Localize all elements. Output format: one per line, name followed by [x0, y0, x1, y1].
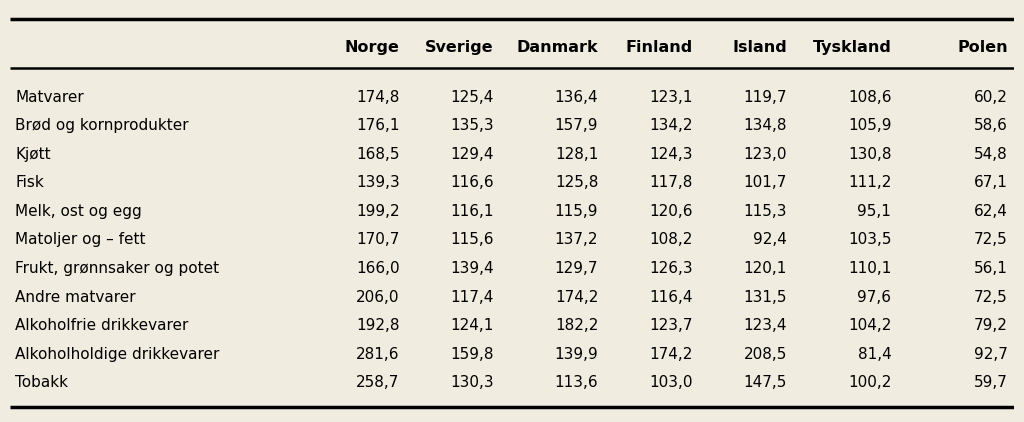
Text: Danmark: Danmark	[517, 40, 598, 55]
Text: Matoljer og – fett: Matoljer og – fett	[15, 233, 145, 247]
Text: Kjøtt: Kjøtt	[15, 147, 51, 162]
Text: 182,2: 182,2	[555, 318, 598, 333]
Text: 199,2: 199,2	[356, 204, 399, 219]
Text: 208,5: 208,5	[743, 346, 787, 362]
Text: 130,3: 130,3	[451, 375, 494, 390]
Text: 170,7: 170,7	[356, 233, 399, 247]
Text: 137,2: 137,2	[555, 233, 598, 247]
Text: 120,6: 120,6	[649, 204, 692, 219]
Text: 123,4: 123,4	[743, 318, 787, 333]
Text: 117,4: 117,4	[451, 289, 494, 305]
Text: Melk, ost og egg: Melk, ost og egg	[15, 204, 142, 219]
Text: 192,8: 192,8	[356, 318, 399, 333]
Text: 92,7: 92,7	[974, 346, 1008, 362]
Text: 56,1: 56,1	[974, 261, 1008, 276]
Text: 281,6: 281,6	[356, 346, 399, 362]
Text: 103,5: 103,5	[848, 233, 891, 247]
Text: Finland: Finland	[626, 40, 692, 55]
Text: 176,1: 176,1	[356, 118, 399, 133]
Text: 117,8: 117,8	[649, 176, 692, 190]
Text: 166,0: 166,0	[356, 261, 399, 276]
Text: 67,1: 67,1	[974, 176, 1008, 190]
Text: 147,5: 147,5	[743, 375, 787, 390]
Text: Frukt, grønnsaker og potet: Frukt, grønnsaker og potet	[15, 261, 219, 276]
Text: 119,7: 119,7	[743, 90, 787, 105]
Text: 135,3: 135,3	[451, 118, 494, 133]
Text: 159,8: 159,8	[451, 346, 494, 362]
Text: 72,5: 72,5	[974, 233, 1008, 247]
Text: 123,1: 123,1	[649, 90, 692, 105]
Text: 60,2: 60,2	[974, 90, 1008, 105]
Text: 101,7: 101,7	[743, 176, 787, 190]
Text: 108,2: 108,2	[649, 233, 692, 247]
Text: 134,8: 134,8	[743, 118, 787, 133]
Text: 116,4: 116,4	[649, 289, 692, 305]
Text: 174,2: 174,2	[649, 346, 692, 362]
Text: 95,1: 95,1	[857, 204, 891, 219]
Text: 126,3: 126,3	[649, 261, 692, 276]
Text: 92,4: 92,4	[753, 233, 787, 247]
Text: 115,6: 115,6	[451, 233, 494, 247]
Text: 100,2: 100,2	[848, 375, 891, 390]
Text: 115,9: 115,9	[555, 204, 598, 219]
Text: 103,0: 103,0	[649, 375, 692, 390]
Text: 58,6: 58,6	[974, 118, 1008, 133]
Text: 120,1: 120,1	[743, 261, 787, 276]
Text: 97,6: 97,6	[857, 289, 891, 305]
Text: Norge: Norge	[345, 40, 399, 55]
Text: Andre matvarer: Andre matvarer	[15, 289, 136, 305]
Text: Tobakk: Tobakk	[15, 375, 69, 390]
Text: 111,2: 111,2	[848, 176, 891, 190]
Text: Polen: Polen	[957, 40, 1008, 55]
Text: 124,1: 124,1	[451, 318, 494, 333]
Text: Sverige: Sverige	[425, 40, 494, 55]
Text: 124,3: 124,3	[649, 147, 692, 162]
Text: Matvarer: Matvarer	[15, 90, 84, 105]
Text: Fisk: Fisk	[15, 176, 44, 190]
Text: Alkoholholdige drikkevarer: Alkoholholdige drikkevarer	[15, 346, 219, 362]
Text: 129,4: 129,4	[451, 147, 494, 162]
Text: 157,9: 157,9	[555, 118, 598, 133]
Text: 123,7: 123,7	[649, 318, 692, 333]
Text: 174,2: 174,2	[555, 289, 598, 305]
Text: Island: Island	[732, 40, 787, 55]
Text: Alkoholfrie drikkevarer: Alkoholfrie drikkevarer	[15, 318, 188, 333]
Text: 104,2: 104,2	[848, 318, 891, 333]
Text: 115,3: 115,3	[743, 204, 787, 219]
Text: 129,7: 129,7	[555, 261, 598, 276]
Text: 116,6: 116,6	[451, 176, 494, 190]
Text: 258,7: 258,7	[356, 375, 399, 390]
Text: 59,7: 59,7	[974, 375, 1008, 390]
Text: 130,8: 130,8	[848, 147, 891, 162]
Text: 168,5: 168,5	[356, 147, 399, 162]
Text: 125,8: 125,8	[555, 176, 598, 190]
Text: Brød og kornprodukter: Brød og kornprodukter	[15, 118, 188, 133]
Text: 110,1: 110,1	[848, 261, 891, 276]
Text: 139,9: 139,9	[555, 346, 598, 362]
Text: 54,8: 54,8	[974, 147, 1008, 162]
Text: 79,2: 79,2	[974, 318, 1008, 333]
Text: 113,6: 113,6	[555, 375, 598, 390]
Text: 123,0: 123,0	[743, 147, 787, 162]
Text: 206,0: 206,0	[356, 289, 399, 305]
Text: 128,1: 128,1	[555, 147, 598, 162]
Text: 139,3: 139,3	[356, 176, 399, 190]
Text: 125,4: 125,4	[451, 90, 494, 105]
Text: Tyskland: Tyskland	[812, 40, 891, 55]
Text: 108,6: 108,6	[848, 90, 891, 105]
Text: 134,2: 134,2	[649, 118, 692, 133]
Text: 139,4: 139,4	[451, 261, 494, 276]
Text: 136,4: 136,4	[555, 90, 598, 105]
Text: 174,8: 174,8	[356, 90, 399, 105]
Text: 116,1: 116,1	[451, 204, 494, 219]
Text: 105,9: 105,9	[848, 118, 891, 133]
Text: 131,5: 131,5	[743, 289, 787, 305]
Text: 62,4: 62,4	[974, 204, 1008, 219]
Text: 81,4: 81,4	[857, 346, 891, 362]
Text: 72,5: 72,5	[974, 289, 1008, 305]
